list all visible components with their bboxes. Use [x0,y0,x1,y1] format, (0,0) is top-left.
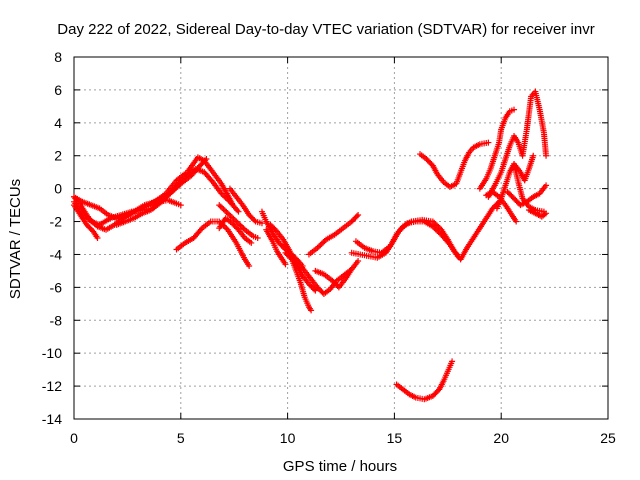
data-point [308,307,315,314]
y-tick-label: 4 [54,115,62,131]
y-tick-label: -8 [50,312,63,328]
data-point [235,208,242,215]
y-tick-label: -6 [50,279,63,295]
data-point [246,262,253,269]
series-track-18 [352,216,462,260]
x-axis-label: GPS time / hours [283,458,397,475]
data-point [355,258,362,265]
y-tick-label: -12 [42,378,62,394]
series-track-20 [417,139,492,190]
y-tick-label: -14 [42,411,62,427]
data-point [282,261,289,268]
data-point [543,210,550,217]
series-track-26 [525,207,550,220]
data-point [311,286,318,293]
series-track-27 [511,152,537,184]
y-tick-label: -10 [42,345,62,361]
y-tick-label: 8 [54,49,62,65]
data-point [202,157,209,164]
series-track-19 [393,358,456,403]
series-track-3 [71,156,210,222]
data-point [251,217,258,224]
data-point [287,255,294,262]
y-tick-label: -4 [50,246,63,262]
series-track-6 [173,218,253,269]
data-point [543,152,550,159]
y-tick-label: -2 [50,214,63,230]
series-track-9 [216,215,255,246]
y-tick-label: 2 [54,148,62,164]
series-track-11 [263,226,289,268]
series-track-8 [226,185,265,227]
data-point [254,235,261,241]
plot-frame [73,56,609,420]
data-point [485,139,492,146]
data-points [71,88,550,403]
data-point [203,156,210,163]
data-point [530,152,537,159]
series-track-7 [216,202,261,241]
data-point [258,220,265,227]
data-point [543,182,550,189]
y-axis-label: SDTVAR / TECUs [7,179,24,299]
chart-title: Day 222 of 2022, Sidereal Day-to-day VTE… [57,21,594,38]
x-tick-label: 5 [177,430,185,446]
y-tick-label: 6 [54,82,62,98]
series-track-4 [71,202,101,241]
x-tick-label: 25 [600,430,616,446]
data-point [511,106,518,113]
data-point [216,225,223,232]
x-tick-label: 15 [387,430,403,446]
series-track-15 [305,211,362,258]
data-point [355,211,362,218]
data-point [312,287,319,294]
x-tick-label: 20 [493,430,509,446]
data-point [177,202,184,209]
data-point [455,253,462,260]
data-point [353,213,360,220]
series-track-22 [485,88,550,200]
data-point [513,218,520,225]
series-track-5 [113,197,184,228]
x-tick-label: 10 [280,430,296,446]
data-point [449,358,456,365]
y-tick-label: 0 [54,181,62,197]
series-track-13 [282,249,315,314]
data-point [94,235,101,241]
axis-ticks: 0 5 10 15 20 25 -14 -12 -10 -8 -6 -4 -2 0 2 4 6 8 [42,49,616,446]
series-track-25 [483,188,520,225]
x-tick-label: 0 [70,430,78,446]
series-track-21 [476,106,518,192]
series-track-24 [504,182,550,209]
series-track-16 [312,258,362,291]
